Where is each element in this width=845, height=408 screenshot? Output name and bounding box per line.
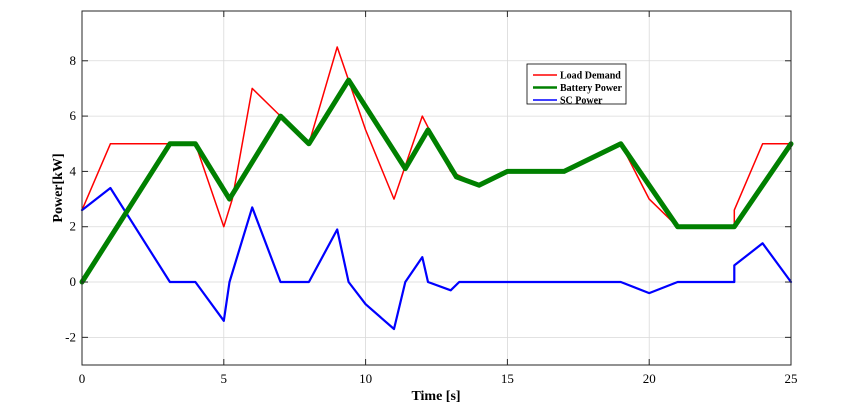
x-axis-label: Time [s]	[411, 389, 460, 404]
y-tick-label: 6	[70, 108, 77, 123]
series-lines	[79, 46, 794, 331]
y-tick-label: -2	[65, 329, 76, 344]
x-tick-label: 10	[359, 371, 372, 386]
series-line-battery-power	[79, 77, 794, 285]
x-tick-label: 25	[785, 371, 798, 386]
series-line-sc-power	[80, 186, 793, 331]
legend-entry: Load Demand	[560, 71, 621, 82]
x-tick-label: 15	[501, 371, 514, 386]
legend-entry: SC Power	[560, 96, 603, 107]
y-tick-label: 0	[70, 274, 77, 289]
legend-box	[526, 63, 627, 105]
y-axis-label: Power[kW]	[51, 153, 66, 222]
y-tick-label: 8	[70, 53, 77, 68]
y-tick-label: 4	[70, 163, 77, 178]
y-tick-label: 2	[70, 219, 77, 234]
axis-ticks: 0 5 10 15 20 25 -2 0 2 4 6 8	[65, 11, 798, 386]
plot-background	[82, 11, 791, 365]
legend-entry: Battery Power	[560, 83, 622, 94]
plot-frame	[81, 10, 792, 366]
x-tick-label: 5	[221, 371, 228, 386]
x-tick-label: 0	[79, 371, 86, 386]
x-tick-label: 20	[643, 371, 656, 386]
